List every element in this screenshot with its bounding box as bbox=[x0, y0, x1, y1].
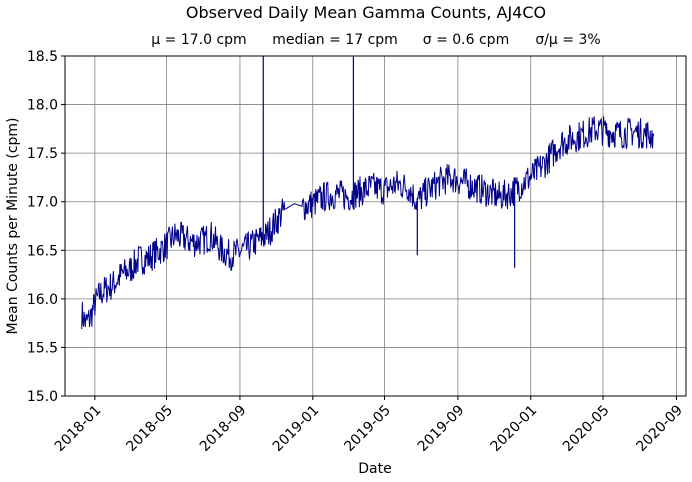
y-tick-label: 17.5 bbox=[27, 146, 58, 162]
stat-mean: μ = 17.0 cpm bbox=[151, 32, 246, 48]
plot-frame bbox=[64, 55, 687, 397]
stat-median: median = 17 cpm bbox=[272, 32, 398, 48]
y-tick-label: 16.0 bbox=[27, 292, 58, 308]
chart-title: Observed Daily Mean Gamma Counts, AJ4CO bbox=[186, 3, 546, 22]
y-tick-label: 18.5 bbox=[27, 49, 58, 65]
x-tick-label: 2020-01 bbox=[488, 402, 541, 455]
y-tick-label: 17.0 bbox=[27, 195, 58, 211]
y-tick-label: 18.0 bbox=[27, 98, 58, 114]
x-tick-label: 2020-05 bbox=[560, 402, 613, 455]
stat-sigma: σ = 0.6 cpm bbox=[423, 32, 509, 48]
x-tick-label: 2020-09 bbox=[633, 402, 686, 455]
x-tick-label: 2018-09 bbox=[197, 402, 250, 455]
grid bbox=[65, 55, 686, 397]
y-tick-label: 16.5 bbox=[27, 243, 58, 259]
x-tick-label: 2018-05 bbox=[123, 402, 176, 455]
x-tick-label: 2019-09 bbox=[415, 402, 468, 455]
x-axis-label: Date bbox=[358, 461, 391, 477]
x-tick-label: 2018-01 bbox=[52, 402, 105, 455]
stat-ratio: σ/μ = 3% bbox=[535, 32, 600, 48]
data-layer bbox=[81, 56, 655, 329]
y-tick-label: 15.5 bbox=[27, 340, 58, 356]
x-tick-label: 2019-01 bbox=[270, 402, 323, 455]
x-tick-label: 2019-05 bbox=[341, 402, 394, 455]
ticks: 2018-01 2018-05 2018-09 2019-01 2019-05 2019-… bbox=[27, 49, 686, 455]
y-axis-label: Mean Counts per Minute (cpm) bbox=[5, 117, 21, 334]
series-line bbox=[81, 116, 655, 329]
y-tick-label: 15.0 bbox=[27, 389, 58, 405]
